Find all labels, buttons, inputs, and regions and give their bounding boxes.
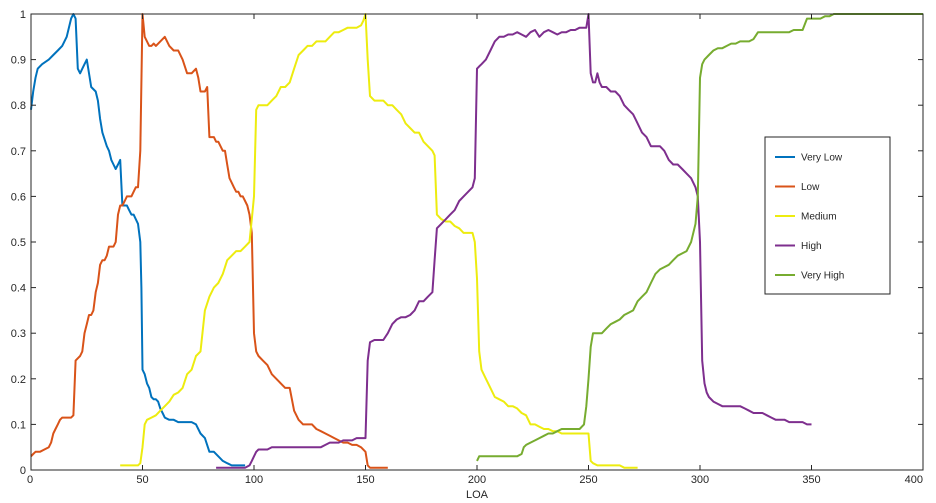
y-tick-label: 0.6 xyxy=(11,191,26,203)
y-tick-label: 0.7 xyxy=(11,146,26,158)
series-line-very-high xyxy=(476,13,923,462)
y-tick-label: 1 xyxy=(20,9,26,21)
y-tick-label: 0.3 xyxy=(11,328,26,340)
x-tick-label: 50 xyxy=(136,474,148,486)
x-tick-label: 100 xyxy=(245,474,263,486)
x-tick-label: 150 xyxy=(356,474,374,486)
legend-label: Very Low xyxy=(801,153,843,164)
y-tick-label: 0.2 xyxy=(11,374,26,386)
x-tick-label: 200 xyxy=(468,474,486,486)
legend-label: Medium xyxy=(801,212,837,223)
x-tick-label: 300 xyxy=(691,474,709,486)
y-tick-label: 0.8 xyxy=(11,100,26,112)
legend-label: Low xyxy=(801,182,820,193)
x-tick-label: 250 xyxy=(579,474,597,486)
series-line-medium xyxy=(120,13,638,469)
series-line-low xyxy=(30,13,388,469)
x-tick-label: 0 xyxy=(27,474,33,486)
y-tick-label: 0.5 xyxy=(11,237,26,249)
y-tick-label: 0.9 xyxy=(11,55,26,67)
x-tick-label: 350 xyxy=(802,474,820,486)
legend: Very Low Low Medium High Very High xyxy=(764,136,891,295)
series-line-very-low xyxy=(30,13,246,467)
series-line-high xyxy=(216,13,812,469)
ticks-layer: 0 50 100 150 200 250 300 350 400 0 0.1 0.2 0.3 0.4 0.5… xyxy=(11,9,924,486)
y-tick-label: 0.4 xyxy=(11,283,26,295)
x-tick-label: 400 xyxy=(905,474,923,486)
x-axis-label: LOA xyxy=(466,489,489,501)
legend-label: Very High xyxy=(801,271,844,282)
legend-label: High xyxy=(801,241,822,252)
y-tick-label: 0.1 xyxy=(11,419,26,431)
y-tick-label: 0 xyxy=(20,465,26,477)
series-layer xyxy=(30,13,923,469)
